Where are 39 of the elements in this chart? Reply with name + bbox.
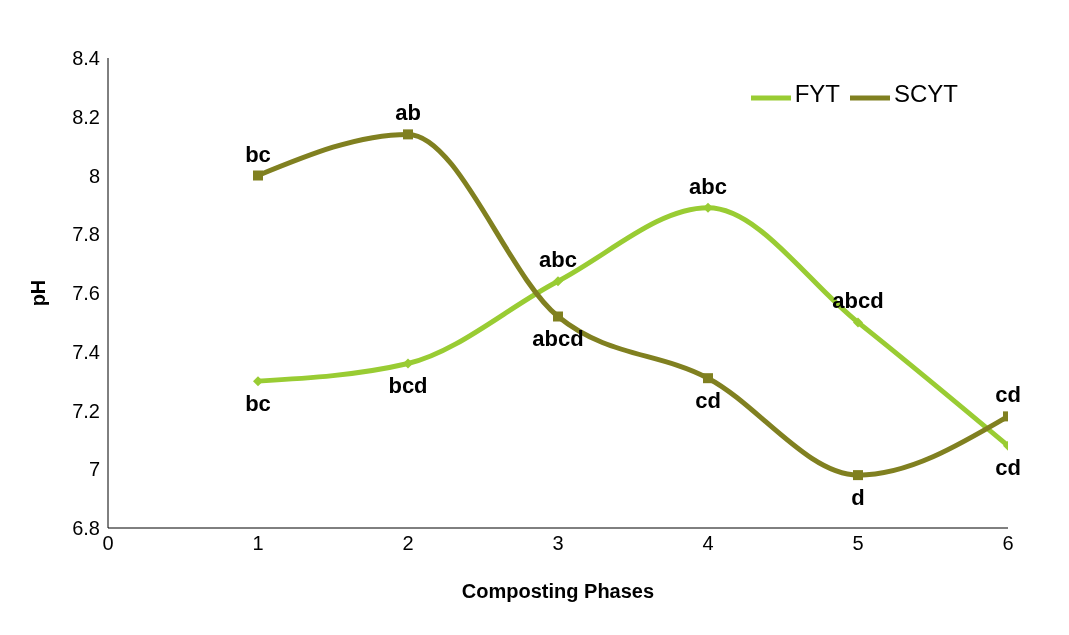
x-tick-label: 6 <box>1002 532 1014 555</box>
x-tick-label: 5 <box>852 532 864 555</box>
x-tick-label: 2 <box>402 532 414 555</box>
y-tick-label: 6.8 <box>72 517 100 540</box>
x-tick-label: 0 <box>102 532 114 555</box>
y-axis-title: pH <box>27 279 50 307</box>
point <box>853 470 863 481</box>
y-tick-label: 8.2 <box>72 105 100 128</box>
annotation: abcd <box>532 326 584 352</box>
point <box>403 358 413 369</box>
y-tick-label: 7.2 <box>72 399 100 422</box>
annotation: d <box>851 484 865 510</box>
y-tick-label: 8.4 <box>72 47 100 70</box>
legend-label: SCYT <box>893 80 958 108</box>
x-axis-title: Composting Phases <box>461 580 655 602</box>
annotation: abc <box>539 247 577 273</box>
point <box>403 129 413 140</box>
y-tick-label: 7.8 <box>72 223 100 246</box>
y-tick-label: 7 <box>88 458 100 481</box>
annotation: cd <box>695 387 721 413</box>
annotation: cd <box>995 382 1021 408</box>
point <box>253 170 263 181</box>
y-tick-label: 7.4 <box>72 340 100 363</box>
legend-label: FYT <box>794 80 840 108</box>
annotation: cd <box>995 455 1021 481</box>
x-tick-label: 3 <box>552 532 564 555</box>
annotation: abc <box>689 173 727 199</box>
x-tick-label: 4 <box>702 532 714 555</box>
point <box>553 276 563 287</box>
annotation: ab <box>395 100 421 126</box>
annotation: bc <box>245 141 271 167</box>
point <box>703 373 713 384</box>
x-tick-label: 1 <box>252 532 264 555</box>
y-tick-label: 7.6 <box>72 282 100 305</box>
y-tick-label: 8 <box>88 164 100 187</box>
annotation: bcd <box>388 373 428 399</box>
annotation: bc <box>245 390 271 416</box>
point <box>853 317 863 328</box>
point <box>553 311 563 322</box>
